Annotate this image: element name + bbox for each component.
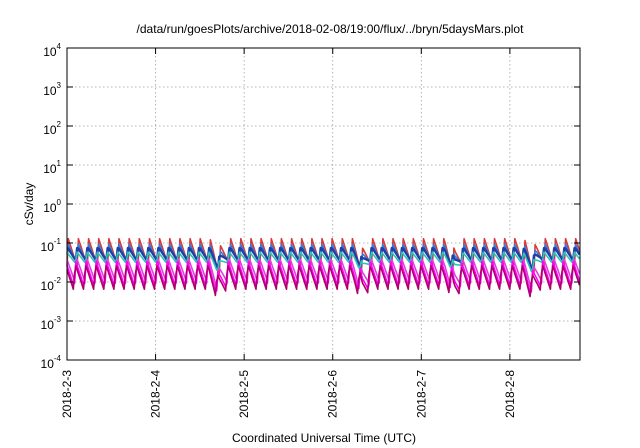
y-tick-base: 10 bbox=[41, 318, 55, 332]
series-line bbox=[66, 265, 581, 298]
y-tick-base: 10 bbox=[43, 162, 57, 176]
x-tick-label: 2018-2-6 bbox=[326, 370, 340, 418]
series-line bbox=[66, 258, 581, 292]
y-axis-label: cSv/day bbox=[22, 183, 36, 226]
x-tick-labels: 2018-2-3 2018-2-4 2018-2-5 2018-2-6 2018-2-7… bbox=[60, 370, 517, 418]
y-tick-base: 10 bbox=[41, 357, 55, 371]
y-tick-base: 10 bbox=[43, 45, 57, 59]
y-tick-label: 10-4 bbox=[41, 354, 62, 371]
y-tick-label: 100 bbox=[43, 198, 61, 215]
y-tick-exponent: -4 bbox=[54, 354, 62, 363]
y-tick-exponent: -2 bbox=[54, 276, 62, 285]
y-tick-exponent: 4 bbox=[57, 42, 62, 51]
plot-series bbox=[66, 237, 581, 298]
y-tick-exponent: -3 bbox=[54, 315, 62, 324]
x-tick-label: 2018-2-3 bbox=[60, 370, 74, 418]
y-tick-exponent: 1 bbox=[57, 159, 62, 168]
y-tick-base: 10 bbox=[41, 240, 55, 254]
y-tick-exponent: 3 bbox=[57, 81, 62, 90]
chart-title: /data/run/goesPlots/archive/2018-02-08/1… bbox=[137, 22, 525, 36]
series-line bbox=[66, 246, 581, 272]
y-tick-base: 10 bbox=[43, 84, 57, 98]
y-tick-label: 10-3 bbox=[41, 315, 62, 332]
x-tick-label: 2018-2-5 bbox=[237, 370, 251, 418]
y-tick-label: 103 bbox=[43, 81, 61, 98]
y-tick-label: 10-2 bbox=[41, 276, 62, 293]
y-tick-exponent: 2 bbox=[57, 120, 62, 129]
x-tick-label: 2018-2-8 bbox=[503, 370, 517, 418]
x-tick-label: 2018-2-4 bbox=[149, 370, 163, 418]
axis-ticks bbox=[66, 47, 580, 361]
x-tick-label: 2018-2-7 bbox=[414, 370, 428, 418]
y-tick-base: 10 bbox=[43, 201, 57, 215]
y-tick-label: 104 bbox=[43, 42, 61, 59]
series-line bbox=[66, 260, 581, 294]
y-tick-label: 102 bbox=[43, 120, 61, 137]
y-tick-label: 101 bbox=[43, 159, 61, 176]
x-axis-label: Coordinated Universal Time (UTC) bbox=[232, 431, 416, 445]
y-tick-base: 10 bbox=[41, 279, 55, 293]
y-tick-exponent: -1 bbox=[54, 237, 62, 246]
series-line bbox=[66, 251, 581, 273]
y-tick-exponent: 0 bbox=[57, 198, 62, 207]
grid bbox=[67, 48, 580, 360]
y-tick-base: 10 bbox=[43, 123, 57, 137]
y-tick-label: 10-1 bbox=[41, 237, 62, 254]
